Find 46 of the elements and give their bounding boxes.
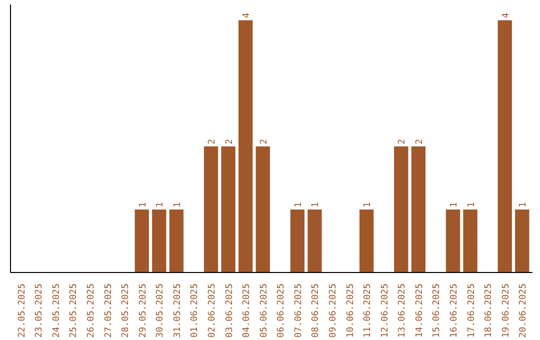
x-tick-label: 11.06.2025 bbox=[363, 283, 374, 338]
x-tick-label: 08.06.2025 bbox=[311, 283, 322, 338]
x-tick-label: 18.06.2025 bbox=[484, 283, 494, 338]
data-label: 1 bbox=[294, 202, 304, 208]
data-label: 4 bbox=[501, 12, 512, 18]
x-tick-label: 12.06.2025 bbox=[380, 283, 390, 338]
x-tick-label: 10.06.2025 bbox=[346, 283, 356, 338]
x-tick-label: 30.05.2025 bbox=[156, 283, 166, 338]
x-tick-label: 20.06.2025 bbox=[518, 283, 529, 338]
data-label: 1 bbox=[466, 202, 477, 208]
data-label: 1 bbox=[518, 202, 529, 208]
x-tick-label: 29.05.2025 bbox=[138, 283, 148, 338]
data-label: 2 bbox=[224, 138, 235, 144]
x-tick-label: 19.06.2025 bbox=[501, 283, 512, 338]
data-label: 2 bbox=[259, 138, 270, 144]
x-tick-label: 31.05.2025 bbox=[172, 283, 183, 338]
data-label: 1 bbox=[172, 202, 183, 208]
data-label: 2 bbox=[398, 138, 408, 144]
x-tick-label: 25.05.2025 bbox=[69, 283, 80, 338]
x-tick-label: 15.06.2025 bbox=[432, 283, 442, 338]
x-tick-label: 14.06.2025 bbox=[414, 283, 425, 338]
x-tick-label: 23.05.2025 bbox=[34, 283, 45, 338]
x-tick-label: 16.06.2025 bbox=[449, 283, 460, 338]
x-tick-label: 07.06.2025 bbox=[294, 283, 304, 338]
data-label: 1 bbox=[311, 202, 322, 208]
x-tick-label: 28.05.2025 bbox=[121, 283, 132, 338]
data-label: 4 bbox=[242, 12, 252, 18]
x-tick-label: 27.05.2025 bbox=[104, 283, 114, 338]
data-label: 1 bbox=[449, 202, 460, 208]
data-label: 1 bbox=[363, 202, 374, 208]
x-tick-label: 26.05.2025 bbox=[86, 283, 97, 338]
x-tick-label: 02.06.2025 bbox=[208, 283, 218, 338]
x-tick-label: 06.06.2025 bbox=[276, 283, 287, 338]
x-tick-label: 04.06.2025 bbox=[242, 283, 252, 338]
x-tick-label: 22.05.2025 bbox=[17, 283, 28, 338]
x-tick-label: 05.06.2025 bbox=[259, 283, 270, 338]
x-tick-label: 13.06.2025 bbox=[398, 283, 408, 338]
x-tick-label: 03.06.2025 bbox=[224, 283, 235, 338]
x-tick-label: 24.05.2025 bbox=[52, 283, 62, 338]
x-tick-label: 01.06.2025 bbox=[190, 283, 200, 338]
data-label: 2 bbox=[414, 138, 425, 144]
data-label: 1 bbox=[138, 202, 148, 208]
data-label: 1 bbox=[156, 202, 166, 208]
x-tick-label: 17.06.2025 bbox=[466, 283, 477, 338]
x-tick-label: 09.06.2025 bbox=[328, 283, 338, 338]
data-label: 2 bbox=[208, 138, 218, 144]
